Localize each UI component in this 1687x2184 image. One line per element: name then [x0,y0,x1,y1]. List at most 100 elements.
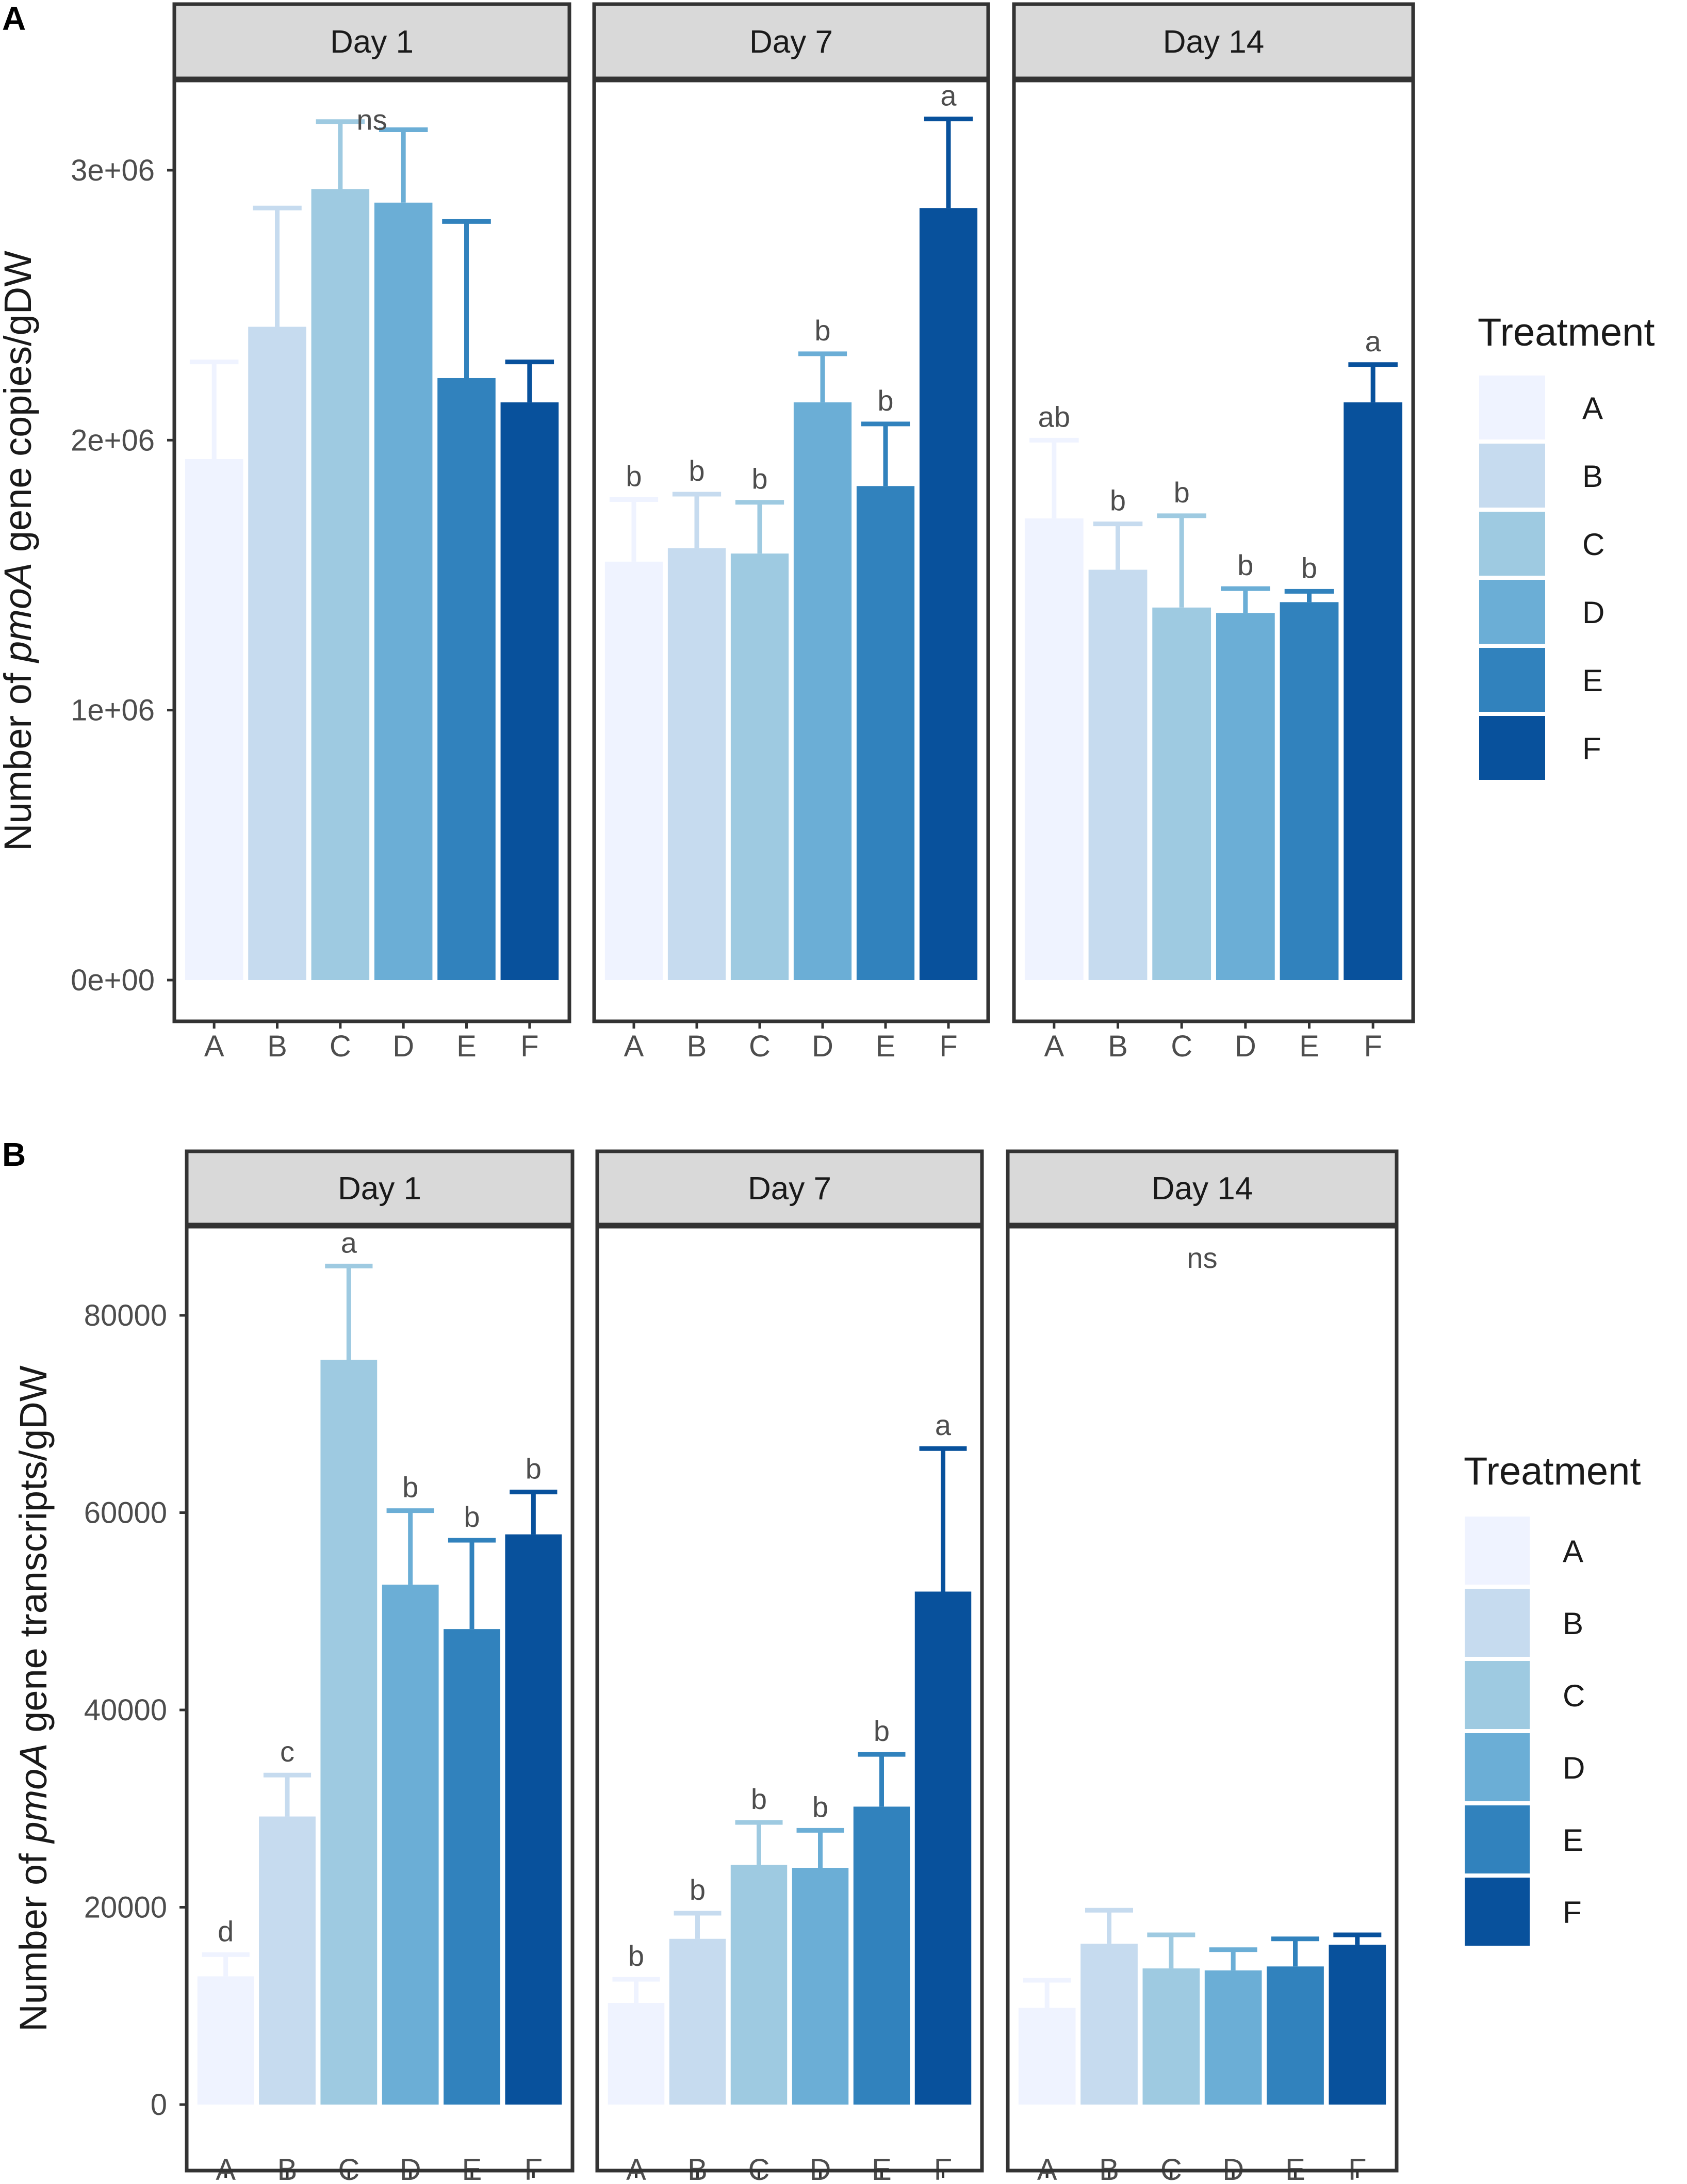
significance-letter: a [935,1409,952,1441]
panel-border [1006,1225,1399,2173]
legend-title: Treatment [1478,311,1655,354]
x-tick-label: E [1299,1030,1319,1063]
x-tick-label: E [462,2153,482,2184]
x-tick-label: A [216,2153,236,2184]
facet-strip [1006,1149,1399,1227]
significance-letter: a [341,1226,357,1259]
legend-key [1479,716,1545,780]
legend-key [1465,1661,1530,1729]
panel-letter: A [2,0,26,37]
facet-strip-label: Day 1 [330,24,414,60]
y-axis-title-gene: pmoA [0,563,39,663]
x-tick-label: B [277,2153,298,2184]
bar-b [667,548,726,980]
facet-strip-label: Day 1 [338,1171,421,1207]
bar-b [259,1816,316,2105]
legend-key-label: D [1563,1751,1585,1785]
facet-strip-label: Day 7 [749,24,833,60]
significance-letter: b [812,1790,828,1823]
legend-key-label: A [1582,391,1603,426]
facet-strip-label: Day 7 [748,1171,831,1207]
legend-key [1465,1517,1530,1585]
x-tick-label: B [1099,2153,1119,2184]
legend-key [1465,1589,1530,1657]
x-tick-label: F [520,1030,538,1063]
panel-border [595,1225,984,2173]
legend-key-label: A [1563,1534,1583,1569]
y-tick-label: 0 [151,2088,167,2122]
bar-e [437,378,496,980]
significance-letter: b [1174,476,1190,509]
legend-key-label: F [1582,731,1601,766]
legend-key-label: B [1582,459,1603,494]
bar-f [914,1591,972,2105]
y-axis-title: Number of pmoA gene copies/gDW [0,251,39,851]
significance-letter: b [751,463,767,495]
bar-a [1018,2008,1076,2105]
legend-key [1465,1805,1530,1873]
x-tick-label: C [338,2153,359,2184]
bar-a [1024,518,1084,980]
bar-f [1329,1945,1386,2105]
significance-letter: b [526,1452,542,1485]
legend-key [1465,1878,1530,1946]
y-tick-label: 20000 [84,1891,167,1925]
bar-d [1204,1970,1262,2105]
x-tick-label: B [687,2153,708,2184]
bar-c [320,1360,378,2105]
significance-letter: c [280,1735,294,1768]
facet-strip [185,1149,575,1227]
facet-strip-label: Day 14 [1152,1171,1253,1207]
y-tick-label: 2e+06 [71,423,155,457]
bar-a [604,561,663,980]
bar-d [382,1585,439,2105]
x-tick-label: A [624,1030,644,1063]
x-tick-label: A [204,1030,224,1063]
y-axis-title-gene: pmoA [12,1743,55,1844]
legend-key-label: E [1582,663,1603,698]
panel-border [1012,78,1415,1023]
y-axis-title-suffix: gene copies/gDW [0,251,39,563]
y-axis-title: Number of pmoA gene transcripts/gDW [12,1365,55,2032]
y-tick-label: 60000 [84,1496,167,1530]
facet-day-1: Day 1 d Ac Ba Cb Db Eb F [185,1149,575,2184]
x-tick-label: F [934,2153,952,2184]
bar-a [185,459,243,980]
bar-c [730,1865,788,2105]
legend-key [1479,512,1545,576]
x-tick-label: A [626,2153,646,2184]
y-tick-label: 0e+00 [71,964,155,997]
x-tick-label: D [392,1030,414,1063]
bar-c [1142,1968,1200,2105]
y-axis-title-prefix: Number of [12,1843,55,2032]
panel-border [185,1225,575,2173]
significance-letter: b [877,384,893,417]
chart-part-b: B Number of pmoA gene transcripts/gDW 0 200… [2,1136,1641,2184]
bar-e [1267,1966,1324,2105]
x-tick-label: C [748,2153,770,2184]
x-tick-label: E [1285,2153,1305,2184]
legend-key [1465,1733,1530,1801]
x-tick-label: D [812,1030,833,1063]
facet-day-1: Day 1 A B C D E Fns [172,2,571,1063]
legend-key-label: C [1563,1678,1585,1713]
bar-d [793,402,852,980]
y-tick-label: 40000 [84,1693,167,1727]
significance-letter: b [751,1783,767,1815]
bar-f [1344,402,1403,980]
legend-key-label: E [1563,1823,1583,1857]
bar-c [311,189,370,981]
significance-letter: b [626,460,642,492]
x-tick-label: D [1222,2153,1244,2184]
legend-key-label: F [1563,1895,1582,1930]
legend-key [1479,580,1545,644]
panel-note: ns [356,104,387,136]
x-tick-label: B [267,1030,287,1063]
bar-e [1280,602,1339,980]
x-tick-label: C [749,1030,771,1063]
bar-c [730,553,789,980]
x-tick-label: C [1160,2153,1182,2184]
significance-letter: b [464,1501,480,1533]
significance-letter: a [1365,325,1382,357]
x-tick-label: D [1235,1030,1256,1063]
